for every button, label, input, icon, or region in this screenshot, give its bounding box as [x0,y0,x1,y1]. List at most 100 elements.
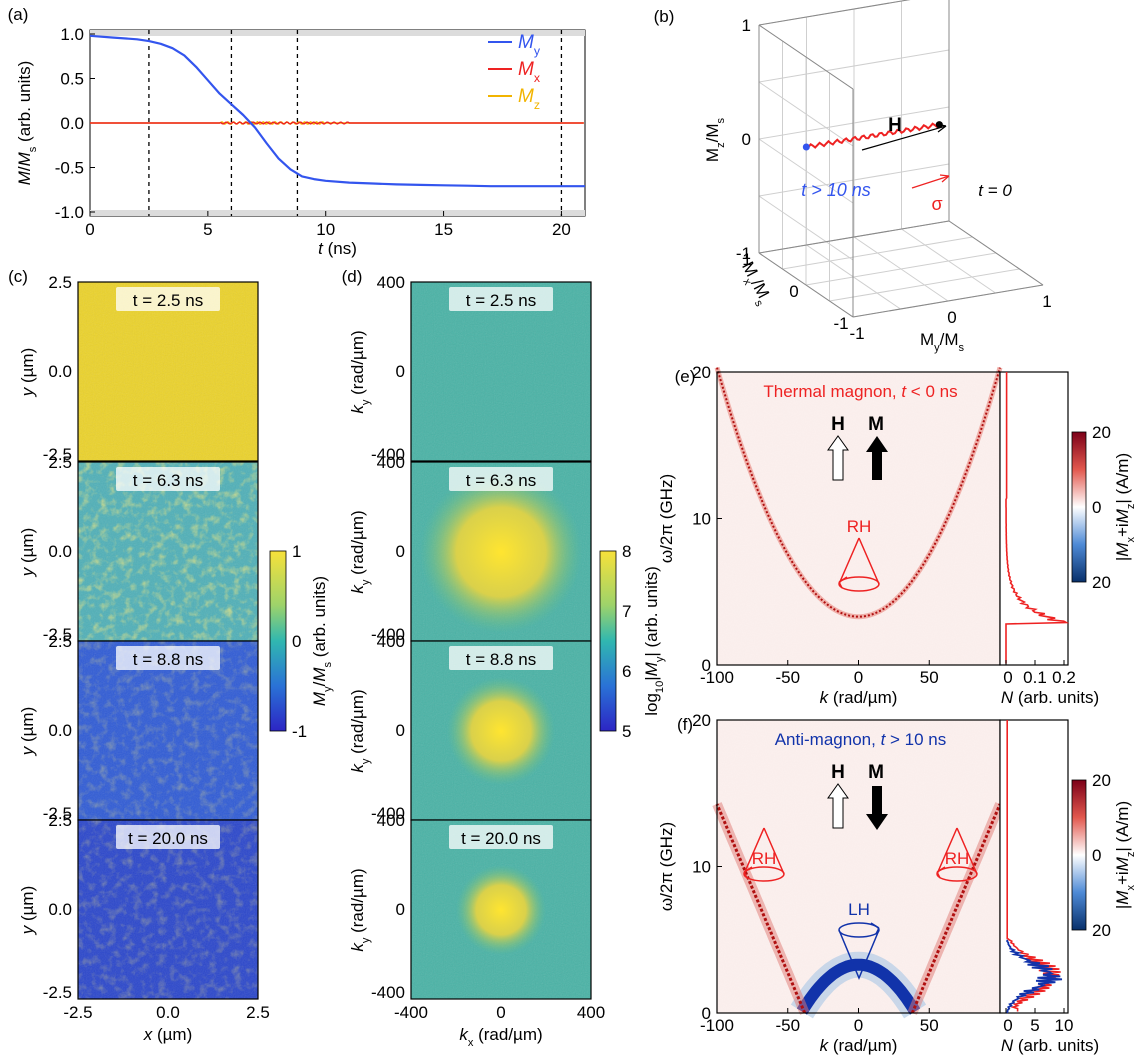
colorbar-label-part: z [1125,504,1137,510]
colorbar [1071,431,1087,583]
y-axis-label-part: s [27,146,39,152]
time-label-box [116,646,220,670]
y-tick-label: -2.5 [43,983,72,1002]
y-tick-label: 0.5 [60,70,84,89]
time-label-box [449,467,553,491]
mz-axis-label: Mz/Ms [703,117,727,162]
time-label: t = 2.5 ns [466,291,536,310]
colorbar-tick-label: 0 [1092,498,1101,517]
occupation-red [1005,372,1070,664]
rh-cone [838,537,880,585]
y-axis-label-part: y [18,924,37,935]
colorbar-label-part: | [642,676,661,680]
time-label: t = 6.3 ns [466,471,536,490]
y-tick-label: 0.0 [48,721,72,740]
box-edge [758,24,854,90]
y-axis-label: ky (rad/µm) [348,689,372,772]
y-axis-label-part: (µm) [18,528,37,568]
lh-rotation-arrow [870,922,880,935]
my-axis-label-part: M [920,330,934,349]
y-tick-label: 0 [396,900,405,919]
sigma-label: σ [931,194,942,214]
colorbar-label: log10|My| (arb. units) [642,566,666,716]
lh-label: LH [848,900,870,919]
y-axis-label: y (µm) [18,886,37,936]
x-tick-label: 0.0 [156,1003,180,1022]
x-axis-label-part: (ns) [323,239,357,258]
x-tick-label: 0 [854,668,863,687]
x-axis-label-part: (rad/µm) [473,1025,542,1044]
k-space-spot [447,677,555,785]
rh-right-rotation-arrow [936,866,946,879]
colorbar-tick-label: 5 [622,722,631,741]
y-tick-label: -2.5 [43,445,72,464]
x-axis-label-part: k [459,1025,469,1044]
y-tick-label: -0.5 [55,159,84,178]
x-axis-label-part: t [318,239,324,258]
colorbar-tick-label: 20 [1092,573,1111,592]
colorbar-label-part: M [1113,856,1132,871]
x-tick-label: 20 [552,220,571,239]
colorbar-label-part: | (A/m) [1113,801,1132,852]
map-title-part: t [901,382,907,401]
rh-cone-base [838,576,880,592]
field-label: H [831,414,845,435]
x-axis-label-part: (µm) [152,1025,192,1044]
x-tick-label: -400 [394,1003,428,1022]
side-x-axis-label: N (arb. units) [1001,1036,1099,1055]
series-mx-line [90,121,584,125]
side-x-axis-label-part: N [1001,1036,1014,1055]
x-axis-label-part: k [820,1036,830,1055]
x-tick-label: 0 [854,1016,863,1035]
x-axis-label-part: x [468,1037,474,1049]
colorbar-label-part: M [1113,890,1132,905]
legend-label-My: My [518,32,541,58]
my-axis-label-part: /M [940,330,959,349]
heatmap-noise [78,462,258,641]
heatmap-noise [78,282,258,461]
colorbar-label-part: M [310,691,329,706]
heatmap-frame [77,819,259,1000]
end-label: t > 10 ns [801,180,871,200]
side-x-tick-label: 0.2 [1052,668,1076,687]
field-arrow-icon [827,783,849,829]
colorbar [269,550,287,732]
y-axis-label-part: y [18,386,37,397]
y-axis-label-part: / [15,166,34,171]
start-label: t = 0 [978,181,1012,200]
magnetization-label: M [868,762,884,783]
y-tick-label: -400 [371,804,405,823]
x-axis-label: kx (rad/µm) [459,1025,542,1049]
rh-right-cone-base [936,866,978,882]
panel-a: (a)0 5 10 15 201.00.50.0-0.5-1.0t (ns)M/Ms (… [8,5,586,258]
panel-label-b: (b) [654,7,675,26]
lh-cone-base [838,922,880,938]
x-tick-label: 0 [496,1003,505,1022]
mx-axis-label-part: x [740,277,753,288]
colorbar-label-part: y [654,656,666,662]
y-tick-label: 0 [396,721,405,740]
box-edge [758,220,950,254]
z-axis-tick-label: -1 [736,244,751,263]
y-axis-label-part: ω/2π (GHz) [657,822,676,911]
mz-axis-label-part: s [715,117,727,123]
rh-right-label: RH [945,849,970,868]
y-axis-tick-label: 1 [1042,292,1051,311]
y-tick-label: 20 [692,711,711,730]
map-title-part: > 10 ns [885,730,946,749]
handedness-label: RH [847,517,872,536]
colorbar-tick-label: 20 [1092,921,1111,940]
y-tick-label: 2.5 [48,453,72,472]
heatmap-noise [411,282,591,461]
side-x-tick-label: 0.1 [1023,668,1047,687]
y-axis-label-part: M [15,151,34,166]
time-label: t = 8.8 ns [133,650,203,669]
colorbar-label-part: 10 [654,681,666,693]
y-axis-label: y (µm) [18,707,37,757]
x-tick-label: 50 [920,1016,939,1035]
colorbar-label-part: (arb. units) [310,576,329,662]
magnon-branch [715,803,807,1014]
lower-bound-band [90,210,585,216]
colorbar-tick-label: 20 [1092,423,1111,442]
